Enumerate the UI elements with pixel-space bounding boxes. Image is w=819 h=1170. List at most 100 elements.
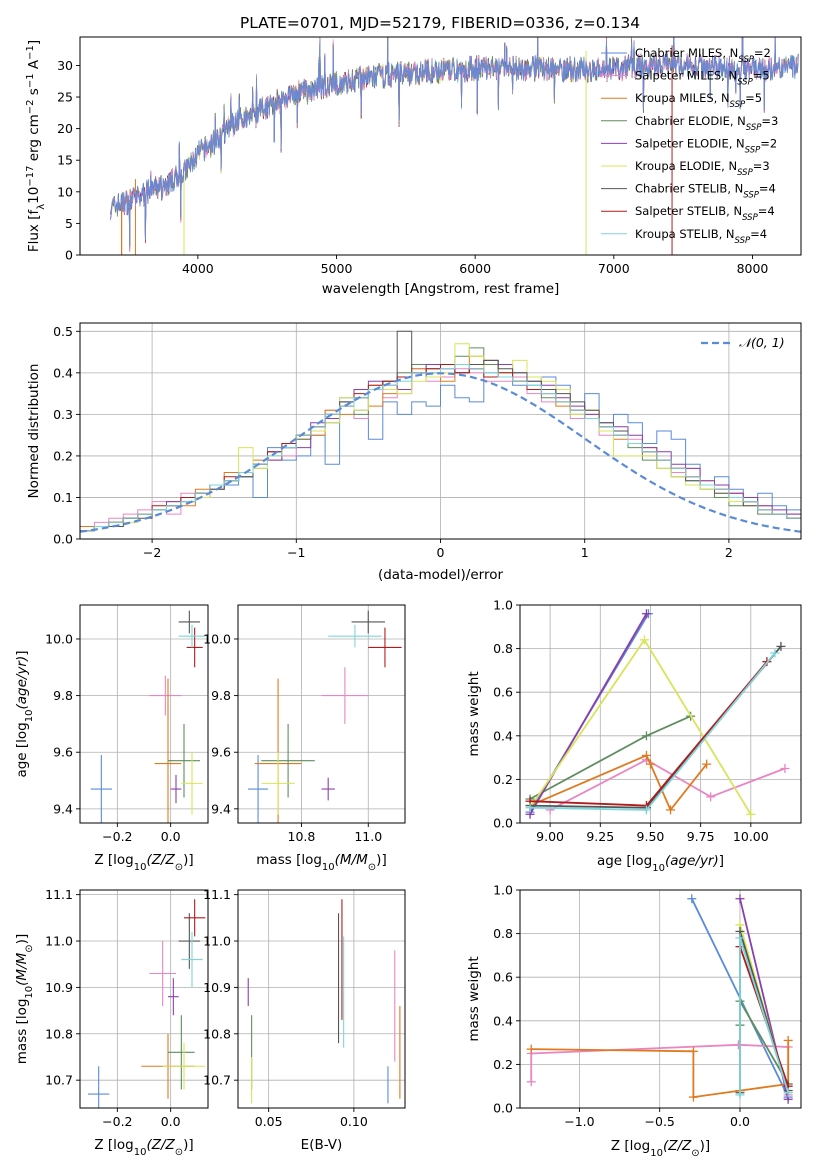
errorbar-chabrier-miles (248, 755, 269, 823)
y-label-part: Flux [f (26, 209, 42, 253)
weight-marker-salpeter-miles (706, 792, 716, 802)
legend-text: Salpeter ELODIE, N (635, 136, 745, 150)
legend-text: =2 (760, 136, 777, 150)
y-label-part: −1 (25, 73, 36, 88)
x-tick-label: 10.8 (288, 829, 316, 844)
label-part: Z [log (94, 1137, 133, 1153)
label-sub: ⊙ (368, 862, 376, 873)
y-label-part: −1 (25, 45, 36, 60)
axes-frame (237, 604, 406, 824)
x-tick-label: −1 (287, 545, 305, 560)
age-vs-mass-panel: 10.8 11.0 9.4 9.6 9.8 10.0 mass [log10(M/M⊙)] (203, 604, 406, 873)
y-tick-label: 10.7 (203, 1073, 231, 1088)
label-sub: ⊙ (691, 1148, 699, 1159)
legend-text: =4 (750, 227, 767, 241)
errorbar-salpeter-stelib (184, 899, 206, 937)
y-tick-label: 9.8 (211, 688, 231, 703)
weight-line-kroupa-elodie (529, 638, 752, 815)
x-tick-label: −2 (143, 545, 161, 560)
weight-line-kroupa-stelib (739, 937, 790, 1095)
label-sub: 10 (24, 710, 35, 723)
y-axis-label: age [log10(age/yr)] (14, 650, 35, 777)
spectrum-line-chabrier-miles (110, 37, 799, 246)
weight-marker-kroupa-miles (688, 1092, 698, 1102)
legend-text: =5 (745, 91, 762, 105)
x-tick-label: −0.2 (102, 1114, 132, 1129)
legend-text: Salpeter STELIB, N (635, 204, 742, 218)
x-axis-label: Z [log10(Z/Z⊙)] (94, 852, 193, 873)
x-axis-label: Z [log10(Z/Z⊙)] (611, 1138, 710, 1159)
y-tick-label: 10.8 (45, 1026, 73, 1041)
y-label-part: 10 (26, 187, 42, 204)
x-tick-label: 10.00 (733, 829, 769, 844)
legend-sub: SSP (735, 236, 751, 246)
axes-frame (519, 604, 802, 824)
y-tick-label: 0.8 (493, 926, 513, 941)
legend-text: =3 (753, 159, 770, 173)
x-tick-label: 9.00 (536, 829, 564, 844)
errorbars (247, 899, 401, 1104)
x-tick-label: 11.0 (354, 829, 382, 844)
x-tick-label: 9.75 (687, 829, 715, 844)
errorbar-salpeter-miles (149, 941, 176, 1006)
y-tick-label: 0.4 (53, 365, 73, 380)
legend-text: =4 (759, 182, 776, 196)
legend-entry-chabrier-stelib: Chabrier STELIB, NSSP=4 (635, 182, 776, 201)
histogram-kroupa-stelib (80, 364, 801, 532)
label-sub: 10 (650, 1148, 663, 1159)
y-tick-label: 10.0 (203, 631, 231, 646)
weight-line-kroupa-miles (531, 1040, 790, 1099)
axes-frame (79, 604, 209, 824)
weight-marker-salpeter-elodie (641, 609, 651, 619)
y-tick-label: 0.4 (493, 1013, 513, 1028)
x-tick-label: 5000 (321, 261, 353, 276)
y-axis-label: Flux [fλ10−17 erg cm−2 s−1 A−1] (25, 40, 47, 252)
x-tick-label: 0.05 (255, 1114, 283, 1129)
legend-sub: SSP (743, 191, 759, 201)
errorbars (88, 899, 206, 1108)
x-tick-label: 9.50 (637, 829, 665, 844)
y-tick-label: 1.0 (493, 598, 513, 613)
axes-frame (237, 889, 406, 1109)
weight-marker-kroupa-stelib (525, 803, 535, 813)
x-tick-label: −0.5 (645, 1114, 675, 1129)
x-tick-label: 0.0 (161, 829, 181, 844)
weight-marker-kroupa-stelib (641, 805, 651, 815)
weight-marker-kroupa-miles (645, 759, 655, 769)
label-part: mass [log (14, 999, 30, 1065)
errorbar-salpeter-elodie (321, 777, 335, 801)
axes-frame (79, 36, 802, 256)
label-part: age [log (14, 722, 30, 777)
errorbar-chabrier-stelib (178, 610, 200, 634)
histogram-chabrier-miles (80, 372, 801, 532)
y-tick-label: 20 (57, 121, 73, 136)
histogram-chabrier-elodie (80, 347, 801, 532)
x-axis-label: mass [log10(M/M⊙)] (256, 852, 386, 873)
y-tick-label: 30 (57, 58, 73, 73)
x-tick-label: 0.10 (340, 1114, 368, 1129)
y-tick-label: 0.3 (53, 407, 73, 422)
legend-sub: SSP (737, 78, 753, 88)
x-axis-label: age [log10(age/yr)] (597, 853, 724, 874)
label-part: (age/yr) (665, 853, 719, 869)
errorbar-salpeter-stelib (368, 627, 402, 668)
label-sub: 10 (652, 863, 665, 874)
y-label-part: s (26, 88, 42, 99)
weight-marker-kroupa-miles (702, 759, 712, 769)
legend-entry-kroupa-miles: Kroupa MILES, NSSP=5 (635, 91, 762, 110)
histogram-steps (80, 330, 801, 533)
label-part: Z [log (94, 852, 133, 868)
histogram-salpeter-elodie (80, 359, 801, 532)
y-label-part: −2 (25, 99, 36, 114)
weight-marker-kroupa-stelib (735, 933, 745, 943)
y-tick-label: 0.4 (493, 728, 513, 743)
legend-sub: SSP (742, 213, 758, 223)
weight-line-salpeter-elodie (529, 613, 648, 815)
x-tick-label: 0 (437, 545, 445, 560)
y-tick-label: 10.7 (45, 1073, 73, 1088)
label-part: ] (719, 853, 724, 869)
legend-text: Chabrier ELODIE, N (635, 114, 746, 128)
weight-marker-salpeter-miles (545, 805, 555, 815)
label-part: (age/yr) (14, 656, 30, 710)
